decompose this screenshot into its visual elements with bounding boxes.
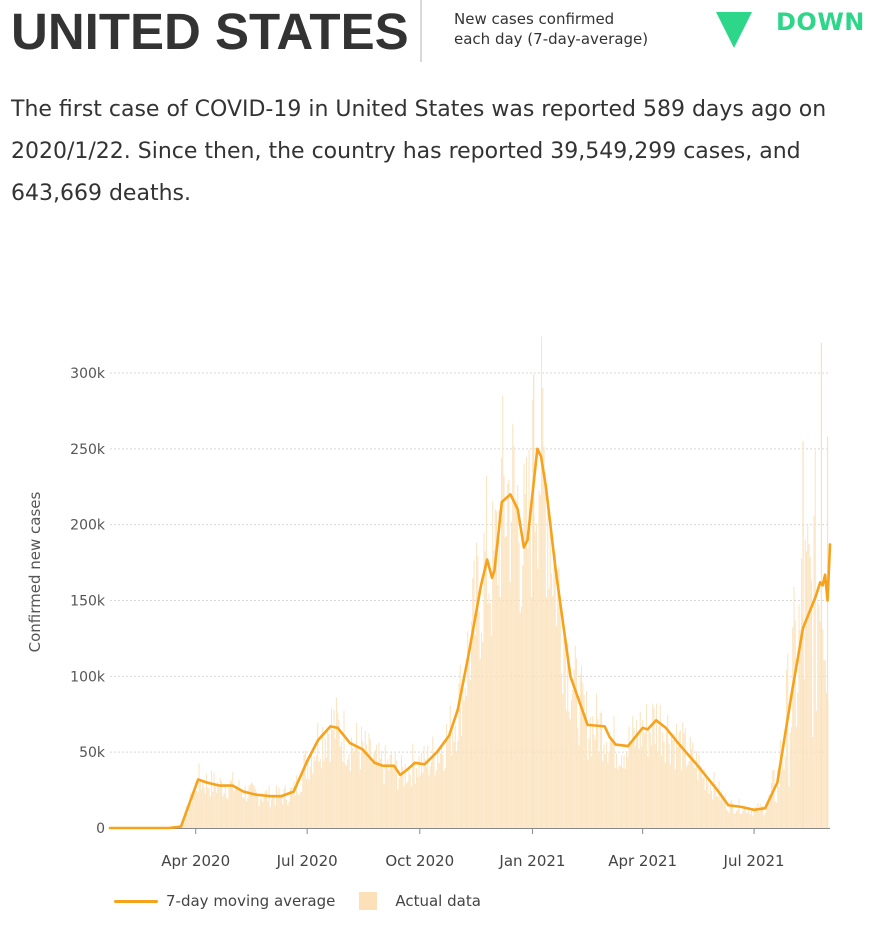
y-tick-label: 300k [70, 366, 106, 382]
x-tick-label: Apr 2020 [161, 852, 230, 870]
x-tick-label: Apr 2021 [608, 852, 677, 870]
legend-label-moving-average: 7-day moving average [166, 892, 336, 910]
page-header: UNITED STATES New cases confirmed each d… [0, 0, 877, 70]
y-tick-label: 50k [79, 745, 106, 761]
trend-label-line-1: New cases confirmed [454, 10, 615, 28]
actual-data-bars [168, 336, 829, 828]
x-tick-label: Jul 2021 [723, 852, 785, 870]
legend-item-actual[interactable]: Actual data [359, 892, 481, 910]
y-tick-label: 0 [96, 821, 105, 837]
actual-data-bar-group [168, 336, 829, 828]
trend-label: New cases confirmed each day (7-day-aver… [454, 9, 648, 49]
country-title: UNITED STATES [11, 3, 409, 60]
x-tick-label: Oct 2020 [385, 852, 454, 870]
x-tick-label: Jul 2020 [276, 852, 338, 870]
y-axis-ticks: 0 50k 100k 150k 200k 250k 300k [70, 366, 106, 837]
chart-grid [110, 372, 830, 829]
down-triangle-icon [716, 12, 752, 48]
trend-status: DOWN [776, 8, 865, 36]
cases-chart: 0 50k 100k 150k 200k 250k 300k Apr 2020 Jul 202… [26, 336, 832, 870]
x-tick-label: Jan 2021 [498, 852, 565, 870]
summary-text: The first case of COVID-19 in United Sta… [11, 97, 827, 206]
chart-legend: 7-day moving average Actual data [114, 888, 505, 914]
legend-line-swatch [114, 899, 158, 903]
legend-label-actual: Actual data [395, 892, 481, 910]
y-tick-label: 250k [70, 442, 106, 458]
moving-average-line [108, 447, 832, 830]
moving-average-layer [108, 447, 832, 830]
header-divider [420, 0, 422, 62]
x-axis-ticks: Apr 2020 Jul 2020 Oct 2020 Jan 2021 Apr 2021… [161, 828, 785, 870]
legend-bar-swatch [359, 892, 378, 910]
y-axis-label: Confirmed new cases [26, 491, 44, 652]
y-tick-label: 200k [70, 518, 106, 534]
y-tick-label: 100k [70, 669, 106, 685]
trend-label-line-2: each day (7-day-average) [454, 30, 649, 48]
y-tick-label: 150k [70, 594, 106, 610]
legend-item-moving-average[interactable]: 7-day moving average [114, 892, 335, 910]
